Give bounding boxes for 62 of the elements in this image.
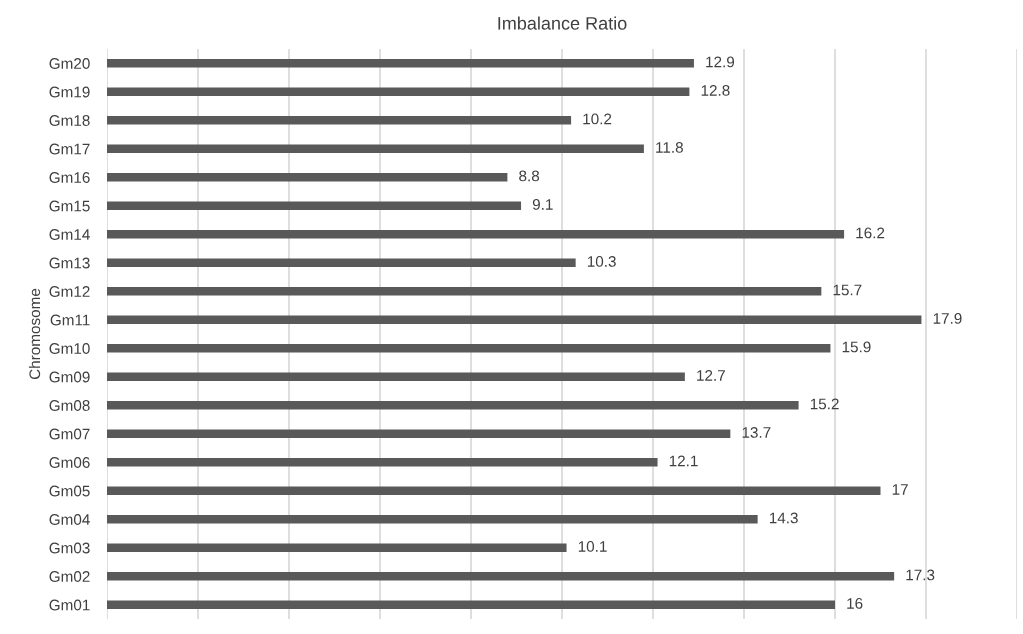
data-label: 15.9: [842, 341, 871, 353]
data-label: 15.2: [810, 398, 839, 410]
data-label: 12.1: [669, 455, 698, 467]
y-tick-label: Gm20: [49, 58, 90, 69]
bar: [107, 315, 922, 325]
chart-title: Imbalance Ratio: [498, 16, 627, 30]
bar: [107, 400, 799, 410]
y-tick-label: Gm08: [49, 400, 90, 411]
bar: [107, 58, 694, 68]
y-tick-label: Gm04: [49, 514, 90, 525]
bar: [107, 429, 731, 439]
y-tick-label: Gm12: [49, 286, 90, 297]
y-tick-label: Gm16: [49, 172, 90, 183]
data-label: 17.3: [906, 569, 935, 581]
y-tick-label: Gm18: [49, 115, 90, 126]
data-label: 15.7: [833, 284, 862, 296]
data-label: 16: [847, 598, 863, 609]
bar: [107, 201, 522, 211]
data-label: 10.3: [587, 256, 616, 267]
y-tick-label: Gm13: [49, 257, 90, 269]
y-tick-label: Gm01: [49, 599, 90, 611]
y-tick-label: Gm10: [49, 343, 90, 354]
bar: [107, 486, 881, 496]
y-tick-label: Gm14: [49, 229, 90, 240]
y-tick-label: Gm03: [49, 542, 90, 554]
bar: [107, 571, 895, 581]
data-label: 8.8: [519, 170, 540, 182]
bar: [107, 87, 690, 97]
bar: [107, 343, 831, 353]
bar: [107, 514, 758, 524]
y-tick-label: Gm02: [49, 571, 90, 582]
bar: [107, 115, 572, 125]
data-label: 11.8: [656, 142, 683, 153]
data-label: 12.9: [706, 56, 735, 68]
bar: [107, 600, 835, 610]
y-tick-label: Gm15: [49, 200, 90, 212]
data-label: 17.9: [933, 313, 962, 324]
bar: [107, 372, 685, 382]
bar: [107, 457, 658, 467]
y-tick-label: Gm11: [50, 314, 90, 326]
data-label: 13.7: [742, 427, 771, 438]
bar: [107, 286, 822, 296]
bar: [107, 258, 576, 268]
bar: [107, 543, 567, 553]
data-label: 10.2: [583, 113, 612, 125]
bar: [107, 229, 845, 239]
data-label: 16.2: [856, 227, 885, 239]
y-tick-label: Gm05: [49, 485, 90, 497]
y-tick-label: Gm07: [49, 428, 90, 440]
data-label: 12.7: [697, 370, 725, 381]
bar: [107, 144, 644, 154]
bar: [107, 172, 508, 182]
data-label: 14.3: [769, 512, 798, 524]
data-label: 17: [892, 484, 908, 495]
y-tick-label: Gm06: [49, 457, 90, 468]
data-label: 10.1: [578, 541, 607, 552]
data-label: 12.8: [701, 85, 730, 96]
y-tick-label: Gm17: [49, 143, 90, 155]
y-tick-label: Gm09: [49, 371, 90, 383]
data-label: 9.1: [532, 199, 553, 210]
y-axis-title: Chromosome: [28, 288, 41, 380]
y-tick-label: Gm19: [49, 86, 90, 98]
